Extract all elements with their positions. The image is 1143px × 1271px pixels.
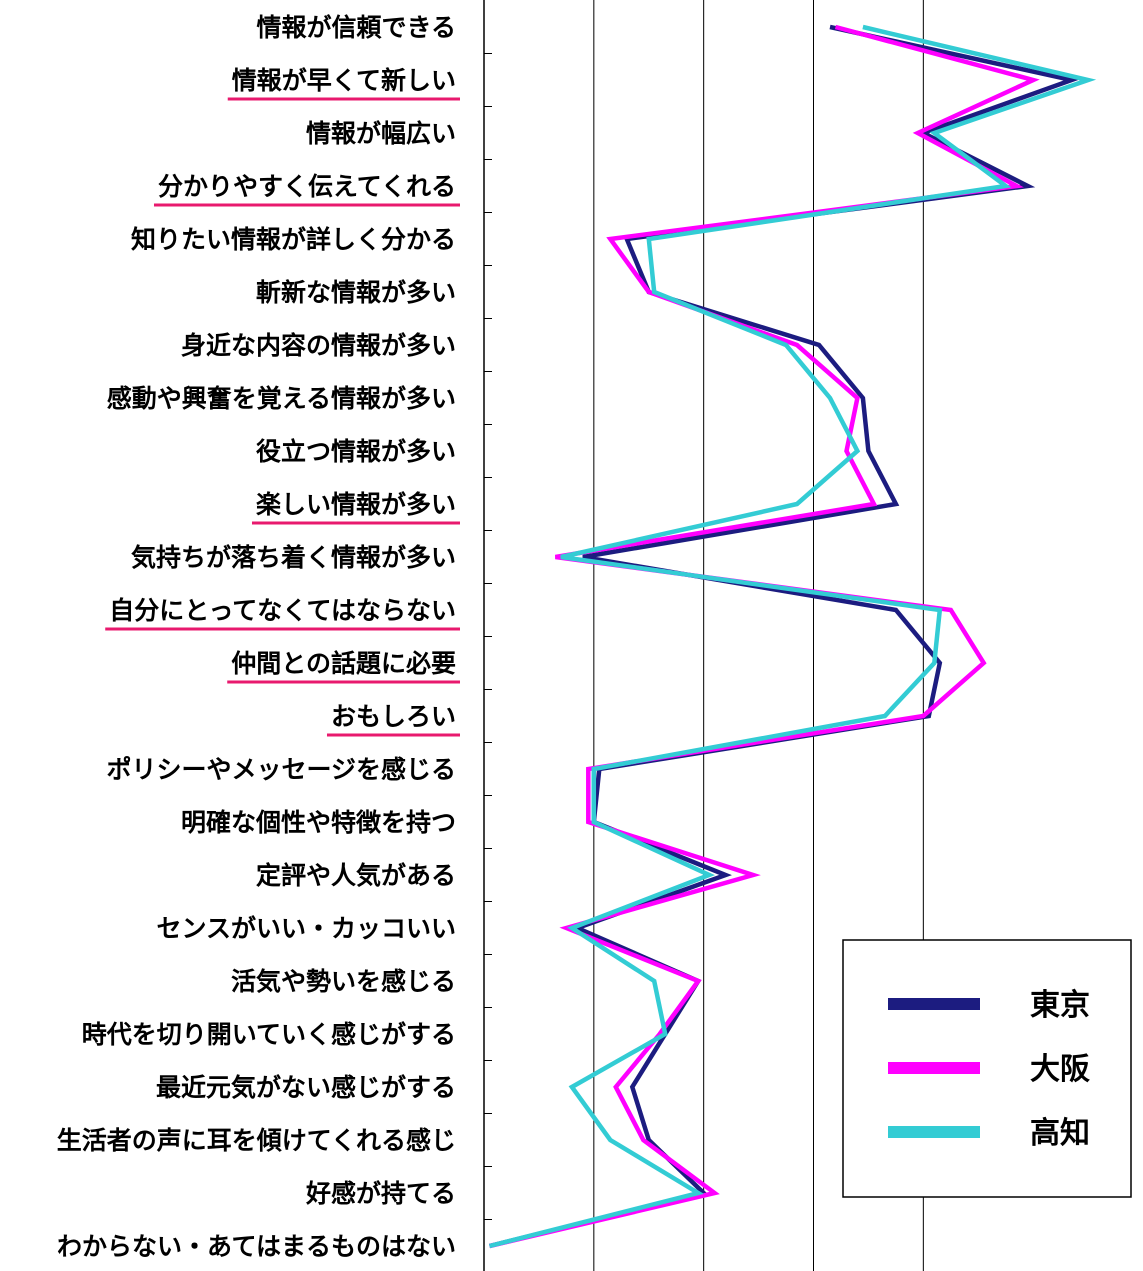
category-label: 斬新な情報が多い — [256, 278, 456, 307]
category-label: 情報が幅広い — [306, 119, 456, 148]
category-label: センスがいい・カッコいい — [156, 914, 456, 943]
category-label: 情報が信頼できる — [256, 13, 456, 42]
legend-label-2: 大阪 — [1030, 1052, 1090, 1087]
category-label: 時代を切り開いていく感じがする — [82, 1020, 456, 1049]
legend-label-3: 高知 — [1030, 1116, 1090, 1151]
category-label: 好感が持てる — [305, 1179, 456, 1208]
category-label: わからない・あてはまるものはない — [57, 1232, 456, 1261]
category-label: 知りたい情報が詳しく分かる — [131, 225, 456, 254]
category-label: 感動や興奮を覚える情報が多い — [107, 384, 456, 413]
legend-swatch-3 — [888, 1126, 980, 1138]
category-label: 情報が早くて新しい — [232, 66, 456, 95]
legend-label-1: 東京 — [1030, 988, 1090, 1023]
category-label: 身近な内容の情報が多い — [181, 331, 456, 360]
legend-swatch-1 — [888, 998, 980, 1010]
category-label: 仲間との話題に必要 — [231, 649, 456, 678]
category-label: 気持ちが落ち着く情報が多い — [131, 543, 456, 572]
series-line-3 — [488, 24, 1097, 1249]
category-label: 役立つ情報が多い — [256, 437, 456, 466]
y-axis — [483, 0, 492, 1271]
category-label: 生活者の声に耳を傾けてくれる感じ — [57, 1126, 456, 1155]
legend-swatch-2 — [888, 1062, 980, 1074]
category-label: 自分にとってなくてはならない — [109, 596, 456, 625]
series-lines — [488, 24, 1097, 1249]
category-label: 最近元気がない感じがする — [156, 1073, 456, 1102]
category-labels: 情報が信頼できる情報が早くて新しい情報が幅広い分かりやすく伝えてくれる知りたい情… — [57, 13, 460, 1261]
category-label: ポリシーやメッセージを感じる — [106, 755, 456, 784]
category-label: 定評や人気がある — [256, 861, 456, 890]
category-label: 楽しい情報が多い — [256, 490, 456, 519]
category-label: 明確な個性や特徴を持つ — [181, 808, 456, 837]
category-label: 活気や勢いを感じる — [231, 967, 456, 996]
category-label: 分かりやすく伝えてくれる — [158, 172, 456, 201]
category-label: おもしろい — [331, 702, 456, 731]
